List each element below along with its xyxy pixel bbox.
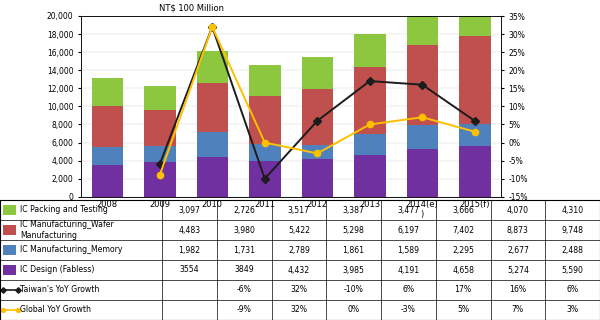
Text: 5%: 5%: [457, 306, 469, 315]
Text: 5,274: 5,274: [507, 266, 529, 275]
Bar: [249, 161, 281, 197]
Text: 32%: 32%: [290, 306, 307, 315]
Text: 2,488: 2,488: [562, 245, 584, 254]
Text: 7,402: 7,402: [452, 226, 474, 235]
Text: 1,861: 1,861: [343, 245, 365, 254]
Text: 6%: 6%: [403, 285, 415, 294]
Text: 2,295: 2,295: [452, 245, 474, 254]
Text: 6%: 6%: [566, 285, 578, 294]
Text: 3,387: 3,387: [343, 205, 365, 214]
Text: 2,789: 2,789: [288, 245, 310, 254]
Bar: [144, 86, 176, 110]
Text: IC Manufacturing_Memory: IC Manufacturing_Memory: [20, 245, 123, 254]
Text: 7%: 7%: [512, 306, 524, 315]
Text: 4,483: 4,483: [178, 226, 200, 235]
Text: 1,731: 1,731: [233, 245, 255, 254]
Bar: [354, 155, 386, 197]
Bar: [3, 265, 16, 275]
Bar: [3, 225, 16, 235]
Bar: [302, 89, 333, 145]
Text: 4,658: 4,658: [452, 266, 474, 275]
Text: -3%: -3%: [401, 306, 416, 315]
Text: 0%: 0%: [347, 306, 359, 315]
Text: 2,677: 2,677: [507, 245, 529, 254]
Text: 5,590: 5,590: [562, 266, 584, 275]
Text: 3%: 3%: [566, 306, 578, 315]
Text: 3,517: 3,517: [288, 205, 310, 214]
Bar: [407, 45, 438, 125]
Bar: [91, 147, 123, 165]
Bar: [249, 144, 281, 161]
Bar: [459, 36, 491, 124]
Text: 9,748: 9,748: [562, 226, 584, 235]
Text: 16%: 16%: [509, 285, 526, 294]
Text: 3554: 3554: [179, 266, 199, 275]
Bar: [354, 34, 386, 67]
Bar: [354, 134, 386, 155]
Text: 6,197: 6,197: [397, 226, 419, 235]
Text: 3849: 3849: [235, 266, 254, 275]
Text: -9%: -9%: [236, 306, 251, 315]
Bar: [354, 67, 386, 134]
Text: IC Packing and Testing: IC Packing and Testing: [20, 205, 108, 214]
Text: 8,873: 8,873: [507, 226, 529, 235]
Bar: [144, 162, 176, 197]
Bar: [197, 51, 228, 83]
Bar: [91, 165, 123, 197]
Text: 4,432: 4,432: [288, 266, 310, 275]
Text: 3,477: 3,477: [397, 205, 419, 214]
Bar: [197, 157, 228, 197]
Bar: [459, 124, 491, 146]
Bar: [249, 96, 281, 144]
Bar: [407, 149, 438, 197]
Text: 5,422: 5,422: [288, 226, 310, 235]
Text: 4,191: 4,191: [397, 266, 419, 275]
Bar: [3, 205, 16, 215]
Text: IC Manufacturing_Wafer
Manufacturing: IC Manufacturing_Wafer Manufacturing: [20, 220, 114, 240]
Text: 2,726: 2,726: [233, 205, 255, 214]
Bar: [91, 78, 123, 106]
Text: -10%: -10%: [344, 285, 364, 294]
Text: Taiwan's YoY Growth: Taiwan's YoY Growth: [20, 285, 100, 294]
Bar: [144, 146, 176, 162]
Text: IC Design (Fabless): IC Design (Fabless): [20, 266, 95, 275]
Text: 32%: 32%: [290, 285, 307, 294]
Bar: [144, 110, 176, 146]
Text: 4,310: 4,310: [562, 205, 584, 214]
Text: 4,070: 4,070: [507, 205, 529, 214]
Text: 3,985: 3,985: [343, 266, 365, 275]
Text: 3,666: 3,666: [452, 205, 474, 214]
Bar: [91, 106, 123, 147]
Text: 5,298: 5,298: [343, 226, 365, 235]
Bar: [3, 245, 16, 255]
Bar: [302, 145, 333, 159]
Text: 3,097: 3,097: [178, 205, 200, 214]
Bar: [407, 8, 438, 45]
Bar: [197, 83, 228, 132]
Bar: [407, 125, 438, 149]
Bar: [459, 146, 491, 197]
Bar: [197, 132, 228, 157]
Bar: [249, 65, 281, 96]
Text: -6%: -6%: [236, 285, 251, 294]
Text: 17%: 17%: [455, 285, 472, 294]
Text: 1,982: 1,982: [178, 245, 200, 254]
Text: NT$ 100 Million: NT$ 100 Million: [158, 4, 224, 12]
Text: Global YoY Growth: Global YoY Growth: [20, 306, 91, 315]
Bar: [302, 57, 333, 89]
Bar: [459, 0, 491, 36]
Bar: [302, 159, 333, 197]
Text: 3,980: 3,980: [233, 226, 255, 235]
Text: 1,589: 1,589: [397, 245, 419, 254]
